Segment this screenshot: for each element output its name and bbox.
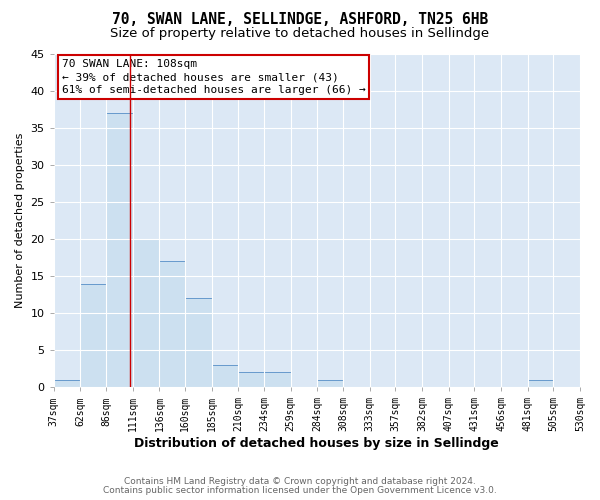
Bar [80,284,106,387]
Text: 70, SWAN LANE, SELLINDGE, ASHFORD, TN25 6HB: 70, SWAN LANE, SELLINDGE, ASHFORD, TN25 … [112,12,488,28]
Bar [264,372,290,387]
Bar [54,380,80,387]
Bar [317,380,343,387]
Text: 70 SWAN LANE: 108sqm
← 39% of detached houses are smaller (43)
61% of semi-detac: 70 SWAN LANE: 108sqm ← 39% of detached h… [62,59,365,96]
Text: Size of property relative to detached houses in Sellindge: Size of property relative to detached ho… [110,28,490,40]
Bar [133,239,160,387]
Text: Contains HM Land Registry data © Crown copyright and database right 2024.: Contains HM Land Registry data © Crown c… [124,477,476,486]
Bar [212,365,238,387]
Bar [106,113,133,387]
X-axis label: Distribution of detached houses by size in Sellindge: Distribution of detached houses by size … [134,437,499,450]
Text: Contains public sector information licensed under the Open Government Licence v3: Contains public sector information licen… [103,486,497,495]
Bar [185,298,212,387]
Bar [238,372,264,387]
Bar [527,380,553,387]
Bar [160,262,185,387]
Y-axis label: Number of detached properties: Number of detached properties [15,133,25,308]
